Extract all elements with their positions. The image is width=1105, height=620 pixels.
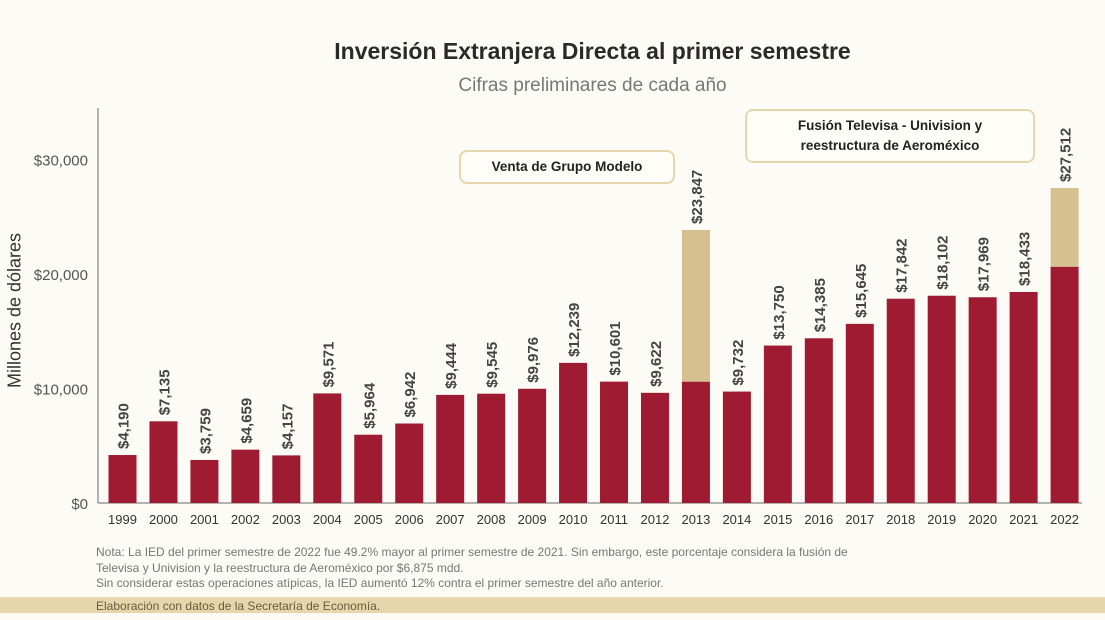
data-label: $6,942 bbox=[402, 372, 419, 418]
x-tick-label: 2021 bbox=[1009, 512, 1038, 527]
bar-2010 bbox=[559, 362, 588, 503]
x-tick-label: 2022 bbox=[1050, 512, 1079, 527]
x-tick-label: 1999 bbox=[108, 512, 137, 527]
annotation-televisa-aeromexico: Fusión Televisa - Univision y reestructu… bbox=[745, 109, 1035, 163]
x-tick-label: 2011 bbox=[600, 512, 628, 527]
data-label: $3,759 bbox=[197, 408, 214, 454]
x-tick-label: 2016 bbox=[804, 512, 833, 527]
data-label: $18,433 bbox=[1017, 232, 1034, 286]
data-label: $9,571 bbox=[320, 342, 337, 388]
bar-2009 bbox=[518, 388, 547, 503]
x-tick-label: 2019 bbox=[927, 512, 956, 527]
x-tick-label: 2002 bbox=[231, 512, 260, 527]
annotation-grupo-modelo: Venta de Grupo Modelo bbox=[459, 150, 675, 184]
x-tick-label: 2003 bbox=[272, 512, 301, 527]
footnote-line: Nota: La IED del primer semestre de 2022… bbox=[96, 545, 848, 559]
x-tick-label: 2017 bbox=[845, 512, 874, 527]
x-tick-label: 2013 bbox=[681, 512, 710, 527]
source-note: Elaboración con datos de la Secretaría d… bbox=[96, 599, 381, 613]
bar-2001 bbox=[190, 459, 219, 503]
bar-1999 bbox=[108, 455, 137, 503]
x-tick-label: 2005 bbox=[354, 512, 383, 527]
bar-2006 bbox=[395, 423, 424, 503]
footnote: Nota: La IED del primer semestre de 2022… bbox=[96, 545, 848, 592]
bar-2019 bbox=[927, 295, 956, 503]
data-label: $10,601 bbox=[607, 321, 624, 375]
x-tick-label: 2006 bbox=[395, 512, 424, 527]
data-label: $17,842 bbox=[894, 238, 911, 292]
x-tick-label: 2010 bbox=[559, 512, 588, 527]
bar-2022 bbox=[1050, 266, 1079, 503]
bar-2018 bbox=[886, 298, 915, 503]
bar-2012 bbox=[640, 392, 669, 503]
data-label: $18,102 bbox=[935, 235, 952, 289]
bar-2016 bbox=[804, 338, 833, 503]
y-tick-label: $10,000 bbox=[34, 382, 88, 399]
data-label: $27,512 bbox=[1058, 128, 1075, 182]
bar-chart: $0 $10,000 $20,000 $30,000 1999 $4,190 2000 $7,… bbox=[34, 108, 1082, 527]
bar-2005 bbox=[354, 434, 383, 503]
bar-2007 bbox=[436, 394, 465, 503]
chart-title: Inversión Extranjera Directa al primer s… bbox=[334, 38, 851, 64]
chart-subtitle: Cifras preliminares de cada año bbox=[458, 75, 727, 96]
footer-band bbox=[0, 597, 1105, 613]
x-tick-label: 2020 bbox=[968, 512, 997, 527]
data-label: $9,622 bbox=[648, 341, 665, 387]
x-tick-label: 2004 bbox=[313, 512, 342, 527]
bar-2013-extraordinary bbox=[681, 229, 710, 382]
data-label: $9,545 bbox=[484, 342, 501, 388]
footnote-line: Sin considerar estas operaciones atípica… bbox=[96, 576, 664, 590]
y-tick-label: $20,000 bbox=[34, 267, 88, 284]
data-label: $23,847 bbox=[689, 170, 706, 224]
data-label: $13,750 bbox=[771, 285, 788, 339]
bar-2015 bbox=[763, 345, 792, 503]
data-label: $9,444 bbox=[443, 342, 460, 389]
x-tick-label: 2000 bbox=[149, 512, 178, 527]
bar-2011 bbox=[600, 381, 629, 503]
x-tick-label: 2018 bbox=[886, 512, 915, 527]
y-tick-label: $0 bbox=[71, 496, 88, 513]
bar-2021 bbox=[1009, 291, 1038, 503]
x-tick-label: 2012 bbox=[641, 512, 670, 527]
x-tick-label: 2001 bbox=[190, 512, 219, 527]
data-label: $4,190 bbox=[116, 403, 133, 449]
x-tick-label: 2014 bbox=[722, 512, 751, 527]
bar-2022-extraordinary bbox=[1050, 187, 1079, 267]
bar-2014 bbox=[722, 391, 751, 503]
bar-2013 bbox=[681, 381, 710, 503]
data-label: $9,732 bbox=[730, 340, 747, 386]
x-tick-label: 2015 bbox=[763, 512, 792, 527]
bar-2003 bbox=[272, 455, 301, 503]
x-tick-label: 2007 bbox=[436, 512, 465, 527]
y-tick-label: $30,000 bbox=[34, 153, 88, 170]
data-label: $17,969 bbox=[976, 237, 993, 291]
bar-2017 bbox=[845, 323, 874, 503]
data-label: $5,964 bbox=[361, 382, 378, 429]
bar-2000 bbox=[149, 421, 178, 503]
x-tick-label: 2009 bbox=[518, 512, 547, 527]
data-label: $4,157 bbox=[279, 404, 296, 450]
x-tick-label: 2008 bbox=[477, 512, 506, 527]
data-label: $4,659 bbox=[238, 398, 255, 444]
data-label: $7,135 bbox=[156, 369, 173, 415]
data-label: $12,239 bbox=[566, 303, 583, 357]
bar-2020 bbox=[968, 297, 997, 503]
bar-2008 bbox=[477, 393, 506, 503]
data-label: $14,385 bbox=[812, 278, 829, 332]
data-label: $9,976 bbox=[525, 337, 542, 383]
bar-2004 bbox=[313, 393, 342, 503]
footnote-line: Televisa y Univision y la reestructura d… bbox=[96, 560, 464, 575]
bar-2002 bbox=[231, 449, 260, 503]
data-label: $15,645 bbox=[853, 264, 870, 318]
